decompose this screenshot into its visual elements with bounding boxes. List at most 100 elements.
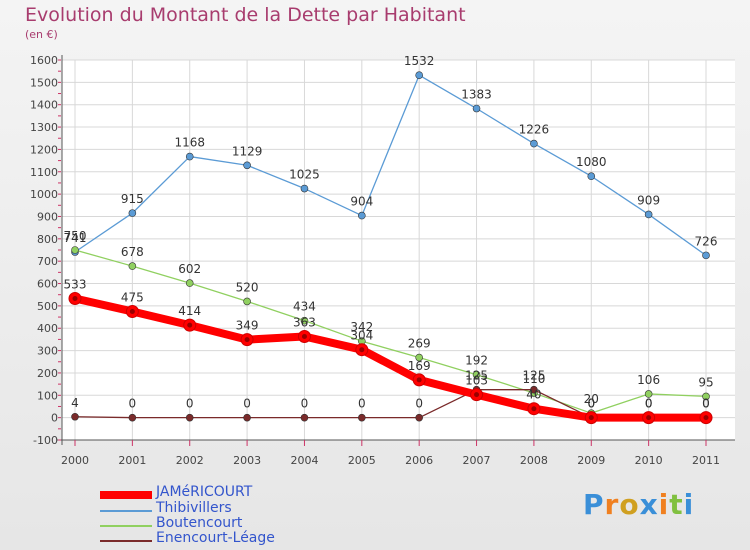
data-point-core-jamericourt bbox=[416, 377, 422, 383]
y-tick-label: 700 bbox=[37, 255, 58, 268]
data-point-core-jamericourt bbox=[703, 415, 709, 421]
y-tick-label: 1600 bbox=[30, 54, 58, 67]
data-point-boutencourt bbox=[185, 279, 194, 287]
data-label-enencourt-leage: 125 bbox=[465, 369, 488, 383]
data-label-thibivillers: 1080 bbox=[576, 155, 607, 169]
data-label-enencourt-leage: 0 bbox=[301, 397, 309, 411]
data-label-boutencourt: 520 bbox=[236, 280, 259, 294]
plot-area bbox=[62, 60, 735, 440]
data-label-enencourt-leage: 125 bbox=[522, 369, 545, 383]
y-tick-label: 1100 bbox=[30, 166, 58, 179]
data-point-enencourt-leage bbox=[530, 385, 538, 394]
data-label-jamericourt: 363 bbox=[293, 316, 316, 330]
data-label-jamericourt: 304 bbox=[350, 329, 373, 343]
data-point-boutencourt bbox=[128, 262, 137, 270]
legend-swatch-boutencourt bbox=[100, 525, 152, 527]
y-tick-label: 400 bbox=[37, 322, 58, 335]
data-label-enencourt-leage: 0 bbox=[645, 397, 653, 411]
data-point-enencourt-leage bbox=[128, 413, 137, 422]
y-tick-label: 1000 bbox=[30, 188, 58, 201]
legend-label-jamericourt: JAMéRICOURT bbox=[156, 484, 253, 500]
legend-label-boutencourt: Boutencourt bbox=[156, 515, 243, 531]
data-label-jamericourt: 533 bbox=[64, 278, 87, 292]
data-point-enencourt-leage bbox=[243, 413, 251, 422]
data-label-enencourt-leage: 0 bbox=[129, 397, 137, 411]
data-point-thibivillers bbox=[530, 139, 538, 148]
data-label-thibivillers: 915 bbox=[121, 192, 144, 206]
x-tick-label: 2005 bbox=[348, 454, 376, 467]
data-label-jamericourt: 0 bbox=[702, 397, 710, 411]
data-label-boutencourt: 20 bbox=[584, 392, 599, 406]
data-point-thibivillers bbox=[300, 184, 309, 193]
data-point-enencourt-leage bbox=[71, 412, 79, 421]
data-point-boutencourt bbox=[644, 390, 653, 398]
data-label-boutencourt: 342 bbox=[350, 320, 373, 334]
y-tick-label: 100 bbox=[37, 389, 58, 402]
data-point-core-jamericourt bbox=[187, 322, 193, 328]
data-point-boutencourt bbox=[300, 316, 309, 325]
data-point-enencourt-leage bbox=[415, 413, 423, 422]
data-point-enencourt-leage bbox=[300, 413, 309, 422]
data-label-boutencourt: 602 bbox=[178, 262, 201, 276]
data-point-core-jamericourt bbox=[244, 337, 250, 343]
data-label-boutencourt: 750 bbox=[64, 229, 87, 243]
chart-subtitle: (en €) bbox=[25, 28, 58, 41]
x-tick-label: 2010 bbox=[635, 454, 663, 467]
data-point-thibivillers bbox=[185, 152, 194, 161]
y-tick-label: -100 bbox=[33, 434, 58, 447]
data-point-thibivillers bbox=[415, 71, 423, 79]
data-point-core-jamericourt bbox=[301, 334, 307, 340]
y-tick-label: 600 bbox=[37, 278, 58, 291]
data-label-thibivillers: 904 bbox=[350, 195, 373, 209]
chart-title: Evolution du Montant de la Dette par Hab… bbox=[25, 4, 466, 26]
data-point-thibivillers bbox=[128, 209, 137, 217]
data-point-thibivillers bbox=[702, 251, 710, 260]
data-label-thibivillers: 1532 bbox=[404, 54, 435, 68]
data-label-enencourt-leage: 0 bbox=[415, 397, 423, 411]
data-label-thibivillers: 909 bbox=[637, 193, 660, 207]
data-point-core-jamericourt bbox=[588, 415, 594, 421]
legend-label-enencourt-leage: Enencourt-Léage bbox=[156, 530, 275, 546]
y-tick-label: 200 bbox=[37, 367, 58, 380]
y-tick-label: 800 bbox=[37, 233, 58, 246]
data-label-enencourt-leage: 4 bbox=[71, 396, 79, 410]
data-label-thibivillers: 1129 bbox=[232, 144, 263, 158]
data-label-thibivillers: 741 bbox=[64, 231, 87, 245]
x-tick-label: 2007 bbox=[463, 454, 491, 467]
data-label-boutencourt: 110 bbox=[522, 372, 545, 386]
data-label-enencourt-leage: 0 bbox=[358, 397, 366, 411]
data-point-boutencourt bbox=[415, 353, 423, 362]
x-tick-label: 2009 bbox=[577, 454, 605, 467]
data-point-thibivillers bbox=[243, 161, 251, 170]
series-line-jamericourt bbox=[71, 294, 710, 422]
x-tick-label: 2004 bbox=[290, 454, 318, 467]
y-tick-label: 900 bbox=[37, 210, 58, 223]
data-point-core-jamericourt bbox=[474, 392, 480, 398]
data-point-thibivillers bbox=[472, 104, 481, 113]
series-line-boutencourt bbox=[74, 249, 707, 414]
series-line-thibivillers bbox=[74, 74, 707, 257]
data-label-thibivillers: 726 bbox=[695, 234, 718, 248]
data-label-enencourt-leage: 0 bbox=[243, 397, 251, 411]
y-tick-label: 1200 bbox=[30, 143, 58, 156]
data-label-boutencourt: 434 bbox=[293, 300, 316, 314]
data-label-thibivillers: 1168 bbox=[174, 136, 205, 150]
legend-swatch-enencourt-leage bbox=[100, 540, 152, 542]
legend-swatch-thibivillers bbox=[100, 510, 152, 512]
data-label-jamericourt: 169 bbox=[408, 359, 431, 373]
proxiti-logo: Proxiti bbox=[583, 488, 695, 521]
data-label-thibivillers: 1383 bbox=[461, 88, 492, 102]
data-point-thibivillers bbox=[644, 210, 653, 219]
data-label-boutencourt: 678 bbox=[121, 245, 144, 259]
y-tick-label: 1500 bbox=[30, 76, 58, 89]
data-label-jamericourt: 40 bbox=[526, 388, 541, 402]
data-point-core-jamericourt bbox=[129, 308, 135, 314]
y-tick-label: 0 bbox=[51, 412, 58, 425]
x-tick-label: 2002 bbox=[176, 454, 204, 467]
y-tick-label: 1400 bbox=[30, 99, 58, 112]
data-label-jamericourt: 0 bbox=[645, 397, 653, 411]
data-label-boutencourt: 95 bbox=[698, 375, 713, 389]
data-point-enencourt-leage bbox=[358, 413, 366, 422]
